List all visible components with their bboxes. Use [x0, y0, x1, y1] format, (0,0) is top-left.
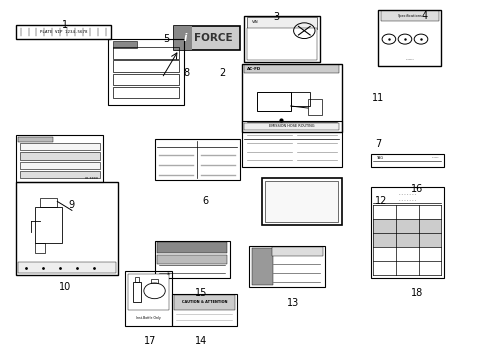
Bar: [256, 92, 290, 111]
Text: 14: 14: [194, 336, 206, 346]
Text: *: *: [166, 272, 169, 278]
Text: 8: 8: [183, 68, 189, 78]
Text: PLATE VIP 1234-5678: PLATE VIP 1234-5678: [40, 30, 87, 34]
Bar: [154, 241, 229, 278]
Bar: [370, 154, 443, 167]
Bar: [19, 262, 116, 273]
Text: i: i: [183, 32, 186, 42]
Bar: [246, 28, 317, 60]
Bar: [125, 271, 171, 327]
Bar: [380, 12, 438, 21]
Bar: [271, 247, 323, 256]
Text: EMISSION HOSE ROUTING: EMISSION HOSE ROUTING: [268, 125, 314, 129]
Bar: [20, 171, 100, 178]
Bar: [290, 92, 309, 106]
Bar: [20, 143, 100, 150]
Text: 4: 4: [421, 11, 427, 21]
Bar: [261, 178, 341, 225]
Bar: [19, 137, 53, 143]
Bar: [157, 242, 227, 253]
Text: 15: 15: [194, 288, 206, 297]
Bar: [244, 123, 339, 130]
Bar: [134, 276, 139, 282]
Bar: [108, 39, 183, 105]
Bar: [113, 47, 179, 59]
Text: 3: 3: [272, 13, 279, 22]
Bar: [244, 65, 339, 73]
Text: AC-FD: AC-FD: [246, 67, 261, 71]
Text: VIN: VIN: [251, 20, 258, 24]
Text: -------: -------: [405, 57, 413, 61]
Text: 1: 1: [61, 19, 67, 30]
Text: 10: 10: [59, 282, 71, 292]
Bar: [16, 182, 118, 275]
Bar: [370, 187, 443, 278]
Text: 18: 18: [410, 288, 423, 297]
Text: 5: 5: [163, 34, 169, 44]
Bar: [242, 64, 341, 132]
Bar: [127, 274, 169, 310]
Text: 17: 17: [143, 336, 156, 346]
Bar: [40, 198, 57, 207]
Bar: [174, 26, 239, 50]
Text: Specifications: Specifications: [397, 14, 422, 18]
Bar: [244, 16, 319, 62]
Bar: [157, 255, 227, 264]
Text: 9: 9: [69, 200, 75, 210]
Text: FORCE: FORCE: [194, 32, 232, 42]
Bar: [372, 233, 441, 247]
Bar: [150, 279, 158, 283]
Text: 12: 12: [374, 197, 386, 206]
Text: ------: ------: [430, 156, 438, 160]
Bar: [113, 87, 179, 98]
Bar: [174, 295, 234, 310]
Text: xx-xxxx: xx-xxxx: [84, 176, 99, 180]
Bar: [171, 294, 237, 327]
Text: TAG: TAG: [375, 156, 382, 160]
Bar: [16, 135, 103, 182]
Bar: [35, 207, 62, 243]
Text: - - - - - - -: - - - - - - -: [398, 198, 415, 202]
Bar: [249, 246, 324, 287]
Text: 2: 2: [219, 68, 225, 78]
Bar: [20, 162, 100, 169]
Bar: [20, 153, 100, 159]
Text: 7: 7: [374, 139, 381, 149]
Bar: [113, 41, 137, 48]
Bar: [113, 73, 179, 85]
Bar: [372, 219, 441, 233]
Bar: [113, 60, 179, 72]
Text: 16: 16: [410, 184, 423, 194]
Bar: [16, 25, 111, 39]
Bar: [174, 26, 192, 50]
Text: CAUTION & ATTENTION: CAUTION & ATTENTION: [181, 300, 226, 304]
Bar: [251, 248, 272, 285]
Bar: [242, 121, 341, 167]
Bar: [307, 99, 322, 115]
Bar: [132, 282, 141, 302]
Text: 13: 13: [286, 298, 299, 308]
Bar: [35, 243, 45, 253]
Bar: [377, 10, 441, 66]
Bar: [265, 181, 337, 222]
Text: - - - - - - -: - - - - - - -: [398, 192, 415, 195]
Bar: [154, 139, 239, 180]
Text: 11: 11: [371, 93, 384, 103]
Bar: [246, 17, 317, 29]
Text: 6: 6: [202, 197, 208, 206]
Text: Inst.Bottle Only: Inst.Bottle Only: [136, 316, 161, 320]
